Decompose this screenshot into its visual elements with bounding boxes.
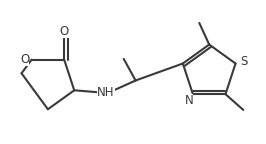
Text: O: O — [20, 53, 29, 66]
Text: NH: NH — [97, 86, 115, 99]
Text: O: O — [60, 25, 69, 38]
Text: N: N — [185, 94, 193, 107]
Text: S: S — [240, 55, 247, 68]
